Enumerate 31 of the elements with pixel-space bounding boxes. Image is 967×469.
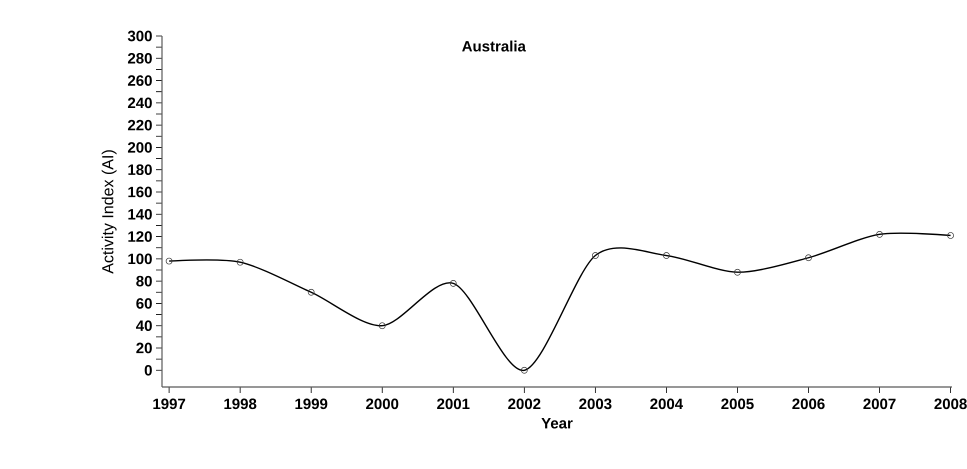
x-tick-label: 2002 bbox=[508, 398, 540, 410]
x-tick-label: 2000 bbox=[366, 398, 398, 410]
x-tick-label: 1999 bbox=[295, 398, 328, 410]
x-tick-label: 2006 bbox=[792, 398, 825, 410]
y-tick-label: 260 bbox=[128, 75, 152, 86]
y-tick-label: 300 bbox=[128, 30, 152, 42]
x-tick-label: 2001 bbox=[437, 398, 470, 410]
y-tick-label: 0 bbox=[144, 364, 152, 376]
y-tick-label: 240 bbox=[128, 98, 152, 108]
x-tick-label: 2007 bbox=[863, 398, 896, 410]
chart-title: Australia bbox=[462, 40, 526, 52]
y-axis-title: Activity Index (AI) bbox=[102, 150, 117, 274]
x-tick-label: 1998 bbox=[224, 398, 256, 410]
y-tick-label: 60 bbox=[136, 298, 152, 309]
x-tick-label: 2008 bbox=[934, 398, 967, 410]
x-tick-label: 2003 bbox=[579, 398, 612, 410]
x-tick-label: 1997 bbox=[153, 398, 186, 410]
y-tick-label: 180 bbox=[128, 164, 152, 176]
y-tick-label: 220 bbox=[128, 120, 152, 130]
y-tick-label: 140 bbox=[128, 208, 152, 220]
x-axis-title: Year bbox=[541, 418, 573, 429]
y-tick-label: 200 bbox=[128, 142, 152, 153]
x-tick-label: 2004 bbox=[650, 398, 684, 410]
y-tick-label: 80 bbox=[136, 276, 152, 286]
y-tick-label: 120 bbox=[128, 231, 152, 242]
y-tick-label: 100 bbox=[128, 254, 152, 264]
y-tick-label: 20 bbox=[136, 342, 152, 354]
y-tick-label: 40 bbox=[136, 320, 152, 332]
y-tick-label: 160 bbox=[128, 186, 152, 198]
y-tick-label: 280 bbox=[128, 52, 152, 64]
x-tick-label: 2005 bbox=[721, 398, 754, 410]
